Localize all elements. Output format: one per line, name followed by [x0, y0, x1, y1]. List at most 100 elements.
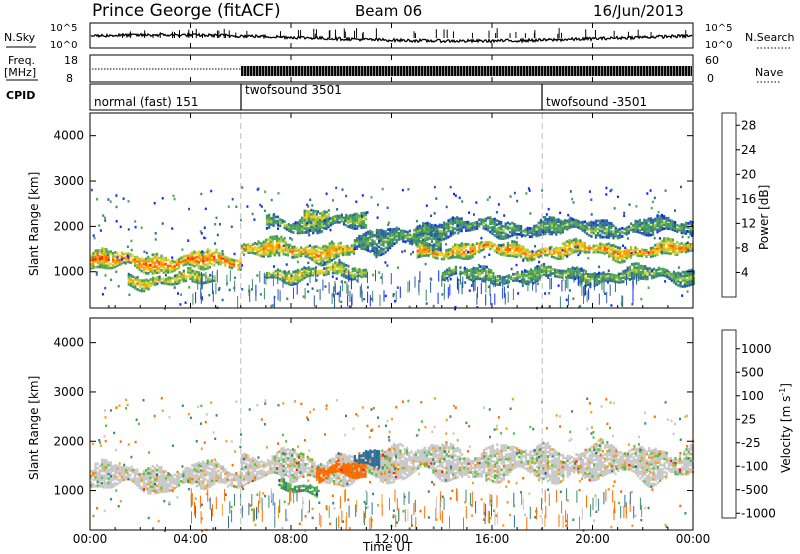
echo-cell — [658, 221, 661, 224]
echo-cell — [594, 223, 597, 227]
echo-cell — [440, 236, 443, 239]
echo-cell — [643, 224, 646, 228]
echo-cell — [153, 475, 156, 479]
echo-cell — [531, 254, 534, 258]
echo-cell — [319, 222, 322, 226]
echo-cell — [493, 219, 496, 223]
echo-cell — [494, 293, 496, 305]
echo-cell — [580, 273, 583, 277]
echo-cell — [438, 270, 440, 282]
echo-cell — [666, 273, 669, 277]
echo-cell — [204, 464, 207, 468]
echo-cell — [314, 216, 317, 219]
echo-cell — [417, 237, 420, 241]
echo-cell — [556, 271, 559, 274]
echo-cell — [633, 229, 636, 233]
echo-cell — [656, 216, 659, 220]
echo-cell — [620, 280, 623, 284]
echo-cell — [623, 259, 626, 263]
echo-cell — [101, 265, 104, 269]
echo-cell — [457, 279, 460, 282]
echo-cell — [333, 253, 336, 256]
echo-cell — [554, 272, 557, 276]
echo-cell — [417, 239, 420, 243]
echo-cell — [335, 245, 338, 249]
echo-cell — [103, 465, 106, 469]
echo-cell — [610, 188, 613, 191]
echo-cell — [189, 271, 192, 274]
echo-cell — [208, 261, 211, 265]
echo-cell — [195, 478, 198, 481]
echo-cell — [443, 270, 447, 274]
echo-cell — [511, 227, 514, 231]
echo-cell — [612, 252, 615, 255]
echo-cell — [92, 234, 95, 237]
echo-cell — [472, 275, 475, 278]
echo-cell — [123, 473, 126, 477]
echo-cell — [549, 271, 552, 275]
echo-cell — [489, 216, 492, 219]
echo-cell — [611, 275, 614, 279]
echo-cell — [338, 268, 341, 272]
echo-cell — [504, 236, 507, 240]
echo-cell — [134, 468, 137, 472]
echo-cell — [423, 254, 426, 257]
echo-cell — [145, 486, 148, 490]
echo-cell — [689, 247, 692, 250]
echo-cell — [312, 267, 315, 271]
echo-cell — [660, 215, 663, 219]
echo-cell — [485, 271, 488, 275]
echo-cell — [348, 246, 351, 250]
echo-cell — [112, 254, 115, 257]
echo-cell — [676, 223, 679, 227]
echo-cell — [601, 251, 604, 254]
echo-cell — [267, 238, 270, 242]
echo-cell — [200, 251, 203, 254]
echo-cell — [364, 272, 368, 276]
echo-cell — [446, 276, 449, 280]
echo-cell — [180, 293, 183, 296]
echo-cell — [609, 189, 612, 193]
echo-cell — [491, 246, 494, 250]
echo-cell — [572, 250, 575, 254]
echo-cell — [349, 290, 351, 303]
echo-cell — [320, 226, 324, 229]
echo-cell — [311, 248, 314, 251]
echo-cell — [208, 467, 211, 470]
echo-cell — [588, 246, 591, 250]
echo-cell — [173, 264, 176, 268]
echo-cell — [123, 256, 126, 260]
echo-cell — [311, 258, 314, 261]
echo-cell — [260, 244, 263, 248]
echo-cell — [265, 272, 269, 275]
echo-cell — [309, 229, 313, 232]
echo-cell — [105, 468, 108, 471]
echo-cell — [658, 223, 661, 226]
echo-cell — [485, 265, 488, 269]
echo-cell — [424, 222, 427, 225]
echo-cell — [321, 217, 324, 221]
echo-cell — [120, 470, 123, 474]
echo-cell — [358, 234, 361, 238]
echo-cell — [616, 234, 619, 238]
echo-cell — [411, 234, 414, 238]
echo-cell — [469, 228, 472, 232]
echo-cell — [470, 278, 473, 282]
echo-cell — [202, 259, 205, 263]
echo-cell — [520, 278, 524, 282]
echo-cell — [362, 211, 365, 215]
echo-cell — [337, 242, 340, 246]
echo-cell — [566, 227, 569, 231]
echo-cell — [397, 233, 400, 237]
echo-cell — [289, 243, 292, 247]
echo-cell — [440, 229, 443, 233]
echo-cell — [189, 269, 192, 272]
echo-cell — [136, 468, 139, 472]
echo-cell — [404, 236, 407, 240]
echo-cell — [649, 217, 652, 221]
echo-cell — [537, 225, 540, 229]
echo-cell — [555, 224, 558, 228]
echo-cell — [494, 275, 496, 287]
echo-cell — [612, 236, 615, 240]
echo-cell — [531, 233, 534, 237]
